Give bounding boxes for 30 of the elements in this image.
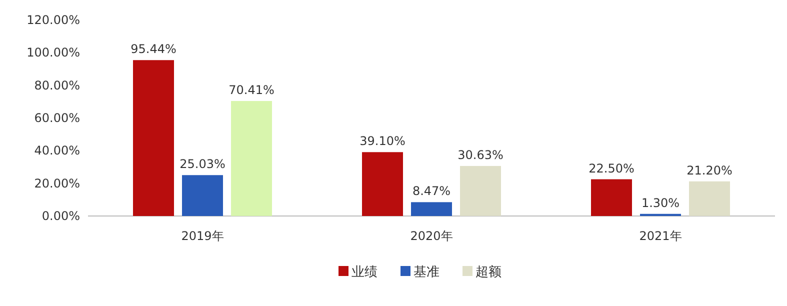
x-tick-label: 2019年 [181, 229, 224, 243]
text: 22.50% [588, 161, 634, 176]
y-tick-label: 20.00% [34, 176, 80, 190]
text: 8.47% [412, 184, 451, 198]
y-tick-label: 0.00% [42, 209, 80, 223]
text: 95.44% [130, 42, 176, 56]
x-tick-label: 2020年 [410, 229, 453, 243]
bar [133, 60, 174, 216]
bar [689, 181, 730, 216]
legend-label: 超额 [476, 265, 502, 280]
text: 21.20% [686, 163, 732, 178]
bar [182, 175, 223, 216]
text: 39.10% [360, 134, 406, 148]
legend-label: 业绩 [352, 265, 378, 280]
legend-label: 基准 [414, 265, 440, 280]
text: 30.63% [458, 148, 504, 162]
y-tick-label: 60.00% [34, 111, 80, 125]
text: 70.41% [228, 82, 274, 97]
y-tick-label: 80.00% [34, 78, 80, 92]
text: 1.30% [641, 196, 680, 210]
bar [411, 202, 452, 216]
bar [231, 100, 272, 216]
bar [591, 179, 632, 216]
y-tick-label: 120.00% [26, 13, 80, 27]
y-tick-label: 100.00% [26, 46, 80, 60]
text: 25.03% [180, 157, 226, 172]
x-tick-label: 2021年 [639, 229, 682, 243]
bar [460, 166, 501, 216]
bar [362, 152, 403, 216]
y-tick-label: 40.00% [34, 144, 80, 158]
